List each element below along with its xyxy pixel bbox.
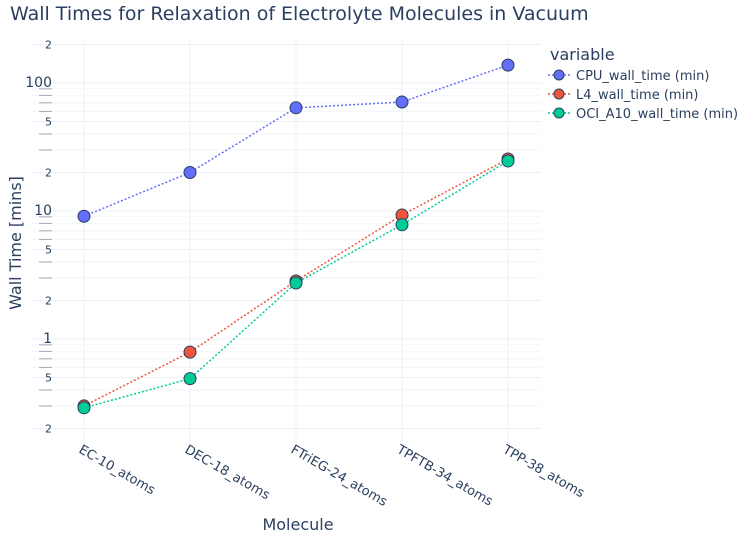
data-point	[183, 165, 197, 179]
legend-item-label: CPU_wall_time (min)	[576, 69, 709, 84]
y-tick-label: 5	[45, 116, 52, 129]
x-axis-label: Molecule	[262, 515, 333, 534]
data-point	[183, 372, 197, 386]
data-point	[289, 101, 303, 115]
data-point	[77, 401, 91, 415]
y-tick-label: 2	[45, 422, 52, 435]
data-point	[289, 276, 303, 290]
y-tick-label: 1	[43, 331, 52, 347]
data-point	[183, 345, 197, 359]
y-tick-label: 100	[25, 75, 52, 91]
y-tick-label: 5	[45, 372, 52, 385]
x-tick-label: TPP-38_atoms	[499, 442, 587, 501]
y-axis-label: Wall Time [mins]	[6, 176, 25, 310]
y-tick-label: 2	[45, 38, 52, 51]
legend-marker	[553, 107, 565, 119]
x-tick-label: FTriEG-24_atoms	[288, 442, 390, 509]
legend-item-label: OCI_A10_wall_time (min)	[576, 107, 738, 122]
x-tick-label: DEC-18_atoms	[182, 442, 272, 503]
x-tick-label: EC-10_atoms	[76, 442, 158, 498]
y-tick-label: 2	[45, 294, 52, 307]
y-tick-label: 2	[45, 166, 52, 179]
legend-marker	[553, 88, 565, 100]
y-tick-label: 5	[45, 244, 52, 257]
chart-title: Wall Times for Relaxation of Electrolyte…	[10, 3, 589, 25]
series-line-0	[83, 64, 509, 217]
data-point	[395, 218, 409, 232]
x-tick-label: TPFTB-34_atoms	[393, 442, 495, 510]
y-tick-label: 10	[34, 203, 52, 219]
legend-item-label: L4_wall_time (min)	[576, 88, 699, 103]
data-point	[77, 209, 91, 223]
legend-title: variable	[550, 45, 615, 64]
data-point	[395, 95, 409, 109]
data-point	[501, 154, 515, 168]
data-point	[501, 58, 515, 72]
legend[interactable]: variable CPU_wall_time (min) L4_wall_time…	[548, 45, 738, 122]
legend-marker	[553, 69, 565, 81]
